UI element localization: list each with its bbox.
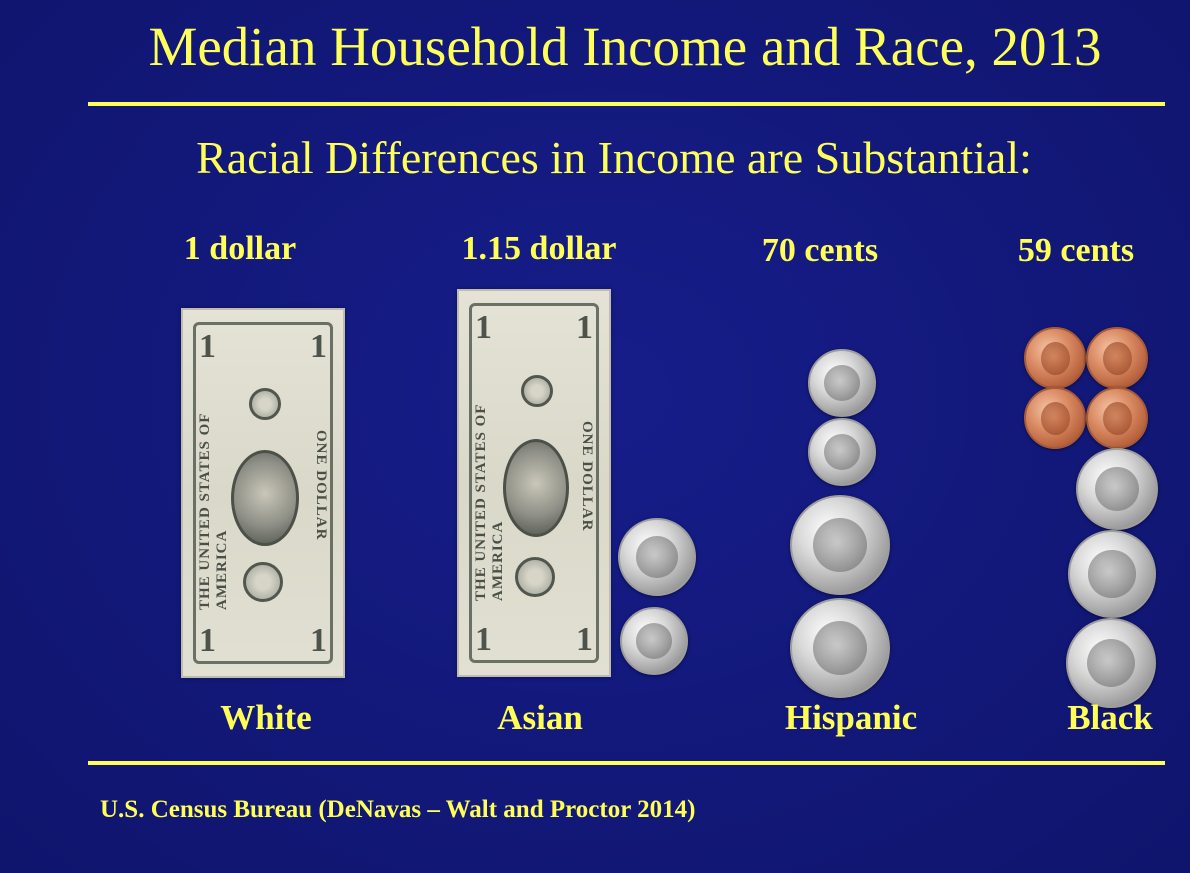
slide-subtitle: Racial Differences in Income are Substan… [196, 132, 1032, 183]
penny-coin-black-1 [1024, 327, 1086, 389]
group-label-asian: Asian [497, 698, 583, 737]
amount-hispanic: 70 cents [761, 232, 879, 269]
penny-coin-black-3 [1024, 387, 1086, 449]
treasury-seal [515, 557, 555, 597]
bill-denomination-bottom-right: 1 [576, 621, 593, 658]
source-citation: U.S. Census Bureau (DeNavas – Walt and P… [100, 796, 696, 823]
amount-black: 59 cents [1017, 232, 1135, 269]
bill-border [193, 322, 333, 664]
group-label-black: Black [1067, 698, 1153, 737]
federal-reserve-seal [521, 375, 553, 407]
amount-asian: 1.15 dollar [461, 230, 617, 267]
dime-coin-asian [620, 607, 688, 675]
slide-title: Median Household Income and Race, 2013 [148, 16, 1102, 77]
bill-footer-text: ONE DOLLAR [579, 421, 595, 532]
bill-denomination-bottom: 1 [199, 622, 216, 659]
bill-footer-text: ONE DOLLAR [313, 430, 329, 541]
quarter-coin-black-1 [1068, 530, 1156, 618]
dime-coin-hispanic-1 [808, 349, 876, 417]
amount-white: 1 dollar [183, 230, 297, 267]
bill-border [469, 303, 599, 663]
bill-denomination-top: 1 [475, 309, 492, 346]
nickel-coin-black [1076, 448, 1158, 530]
nickel-coin-asian [618, 518, 696, 596]
bill-denomination-top-right: 1 [576, 309, 593, 346]
treasury-seal [243, 562, 283, 602]
dollar-bill-asian: 1 1 1 1 THE UNITED STATES OF AMERICA ONE… [457, 289, 611, 677]
penny-coin-black-2 [1086, 327, 1148, 389]
dime-coin-hispanic-2 [808, 418, 876, 486]
bill-header-text: THE UNITED STATES OF AMERICA [197, 413, 230, 610]
top-divider [88, 102, 1165, 106]
washington-portrait [503, 439, 569, 537]
quarter-coin-black-2 [1066, 618, 1156, 708]
bill-header-text: THE UNITED STATES OF AMERICA [473, 404, 506, 601]
bill-denomination-top: 1 [199, 328, 216, 365]
federal-reserve-seal [249, 388, 281, 420]
dollar-bill-white: 1 1 1 1 THE UNITED STATES OF AMERICA ONE… [181, 308, 345, 678]
quarter-coin-hispanic-2 [790, 598, 890, 698]
quarter-coin-hispanic-1 [790, 495, 890, 595]
group-label-hispanic: Hispanic [784, 698, 918, 737]
washington-portrait [231, 450, 299, 546]
bottom-divider [88, 761, 1165, 765]
penny-coin-black-4 [1086, 387, 1148, 449]
bill-denomination-top-right: 1 [310, 328, 327, 365]
group-label-white: White [220, 698, 312, 737]
bill-denomination-bottom: 1 [475, 621, 492, 658]
bill-denomination-bottom-right: 1 [310, 622, 327, 659]
